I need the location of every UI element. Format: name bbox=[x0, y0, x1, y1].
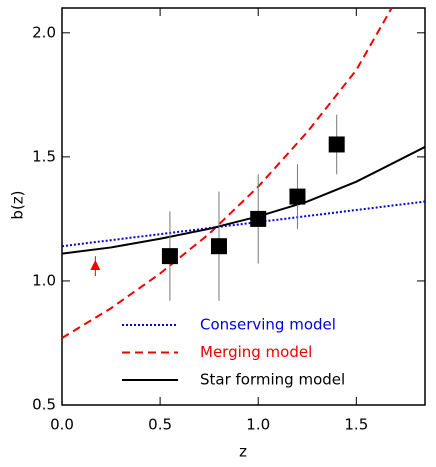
data-point bbox=[210, 238, 227, 255]
data-point bbox=[90, 260, 101, 271]
x-tick-label: 1.0 bbox=[246, 416, 270, 434]
y-axis-label: b(z) bbox=[9, 190, 27, 219]
data-point bbox=[161, 248, 178, 265]
model-line bbox=[61, 200, 426, 248]
legend-label: Merging model bbox=[200, 343, 312, 361]
x-tick-label: 0.0 bbox=[50, 416, 74, 434]
x-tick-label: 1.5 bbox=[344, 416, 368, 434]
legend-label: Conserving model bbox=[200, 316, 336, 334]
model-line bbox=[61, 7, 393, 339]
y-tick-label: 2.0 bbox=[32, 23, 56, 41]
data-point bbox=[250, 210, 267, 227]
x-tick-label: 0.5 bbox=[148, 416, 172, 434]
legend-label: Star forming model bbox=[200, 371, 345, 389]
y-tick-label: 0.5 bbox=[32, 396, 56, 414]
plot-frame bbox=[61, 7, 426, 406]
y-tick-label: 1.0 bbox=[32, 271, 56, 289]
data-point bbox=[289, 188, 306, 205]
data-point bbox=[328, 136, 345, 153]
model-line bbox=[61, 146, 426, 255]
y-tick-label: 1.5 bbox=[32, 147, 56, 165]
x-axis-label: z bbox=[239, 443, 247, 461]
